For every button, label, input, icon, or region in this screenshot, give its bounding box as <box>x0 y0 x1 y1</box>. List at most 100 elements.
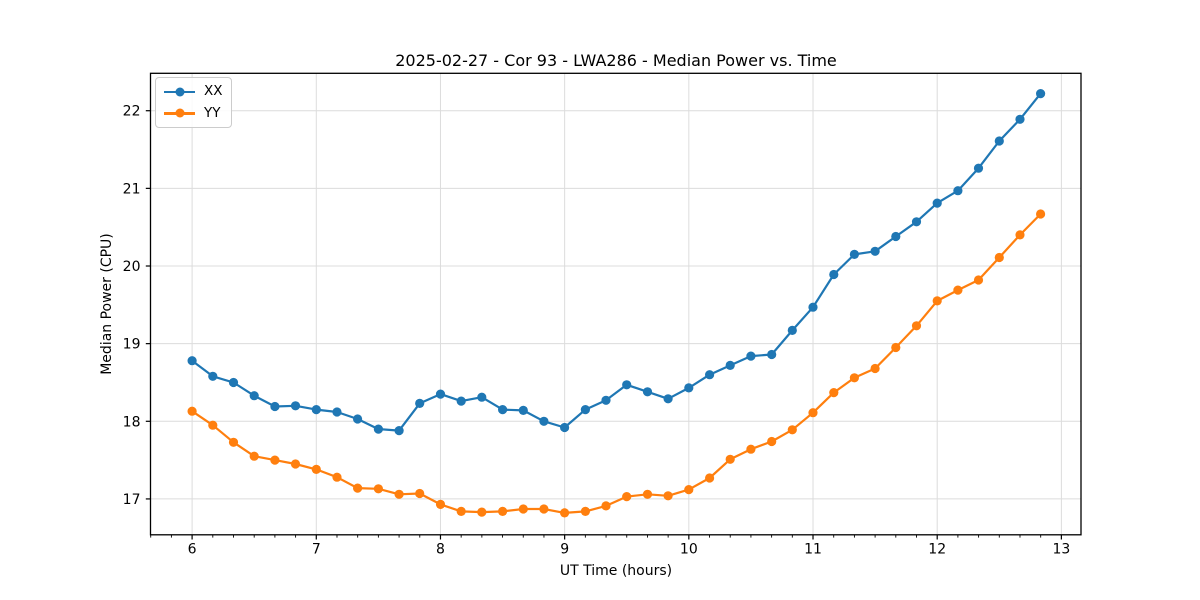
data-point-yy <box>477 507 487 517</box>
data-point-yy <box>932 296 942 306</box>
data-point-xx <box>228 377 239 388</box>
chart-title: 2025-02-27 - Cor 93 - LWA286 - Median Po… <box>395 51 837 70</box>
y-tick-label: 21 <box>123 181 141 197</box>
data-point-xx <box>394 426 404 436</box>
legend-line-sample-xx <box>164 87 195 97</box>
data-point-yy <box>891 342 901 353</box>
x-tick-label: 7 <box>312 541 321 557</box>
data-point-xx <box>808 302 818 312</box>
x-tick-label: 9 <box>560 541 569 557</box>
data-point-xx <box>891 231 901 242</box>
y-tick-label: 19 <box>123 337 141 353</box>
data-point-xx <box>373 424 383 434</box>
data-point-yy <box>456 506 466 516</box>
data-point-xx <box>725 360 735 370</box>
x-tick-label: 8 <box>436 541 445 557</box>
data-point-xx <box>353 414 363 424</box>
data-point-xx <box>311 405 321 415</box>
x-tick-label: 10 <box>680 541 698 557</box>
data-point-xx <box>539 416 549 426</box>
data-point-yy <box>663 491 673 501</box>
data-point-xx <box>684 383 694 393</box>
data-point-xx <box>663 394 673 404</box>
data-point-yy <box>705 473 715 483</box>
legend-label-yy: YY <box>204 104 221 121</box>
legend-entry-yy: YY <box>164 104 222 121</box>
data-point-yy <box>642 489 653 499</box>
data-point-xx <box>249 391 259 401</box>
y-tick-label: 17 <box>123 492 141 508</box>
y-tick-label: 20 <box>123 259 141 275</box>
data-point-yy <box>829 388 839 398</box>
data-point-xx <box>435 389 446 399</box>
data-point-yy <box>580 506 591 516</box>
data-point-xx <box>498 405 508 415</box>
data-point-yy <box>973 275 984 285</box>
data-point-yy <box>518 504 528 514</box>
data-point-yy <box>311 464 321 474</box>
data-point-xx <box>208 371 218 381</box>
data-point-xx <box>642 387 653 397</box>
data-point-xx <box>518 405 528 415</box>
data-point-yy <box>911 321 922 331</box>
data-point-yy <box>560 508 570 518</box>
data-point-yy <box>849 373 860 383</box>
data-point-xx <box>849 249 860 259</box>
data-point-yy <box>994 252 1004 263</box>
data-point-yy <box>601 501 611 511</box>
legend-marker-icon <box>175 108 184 118</box>
data-point-yy <box>725 454 735 464</box>
data-point-yy <box>208 420 218 430</box>
x-tick-label: 11 <box>804 541 822 557</box>
data-point-xx <box>601 395 611 405</box>
data-point-xx <box>829 269 839 280</box>
y-tick-label: 22 <box>123 104 141 120</box>
x-tick-label: 13 <box>1052 541 1070 557</box>
data-point-xx <box>622 380 632 390</box>
data-point-yy <box>953 285 963 295</box>
legend-entry-xx: XX <box>164 83 223 99</box>
data-point-yy <box>415 488 425 499</box>
data-point-xx <box>911 217 922 227</box>
y-tick-label: 18 <box>123 414 141 430</box>
data-point-xx <box>973 163 984 173</box>
data-point-xx <box>746 351 756 361</box>
data-point-yy <box>373 484 383 494</box>
x-tick-label: 6 <box>188 541 197 557</box>
legend-label-xx: XX <box>204 83 223 99</box>
data-point-yy <box>767 436 777 447</box>
data-point-yy <box>394 489 404 499</box>
data-point-yy <box>539 504 549 514</box>
axes-frame <box>149 72 1082 536</box>
series-line-xx <box>191 92 1042 432</box>
data-point-xx <box>787 325 797 335</box>
x-tick-label: 12 <box>928 541 946 557</box>
data-point-xx <box>290 401 301 411</box>
x-axis-label: UT Time (hours) <box>559 563 673 579</box>
data-point-yy <box>684 485 694 495</box>
data-point-xx <box>477 392 487 402</box>
data-point-yy <box>870 363 880 374</box>
data-point-yy <box>270 455 280 465</box>
data-point-yy <box>1036 209 1046 219</box>
data-point-xx <box>705 370 715 380</box>
data-point-xx <box>580 405 591 415</box>
data-point-yy <box>187 406 197 416</box>
data-point-yy <box>746 444 756 454</box>
data-point-xx <box>1036 89 1046 99</box>
data-point-yy <box>290 459 301 469</box>
data-point-xx <box>560 422 570 433</box>
data-point-yy <box>353 483 363 493</box>
data-point-xx <box>270 401 280 412</box>
data-point-xx <box>932 198 942 208</box>
data-point-yy <box>808 408 818 418</box>
data-point-yy <box>787 425 797 435</box>
data-point-xx <box>187 356 197 366</box>
data-point-xx <box>953 186 963 196</box>
y-axis-label: Median Power (CPU) <box>99 233 115 375</box>
data-point-xx <box>1015 114 1025 124</box>
data-point-yy <box>622 492 632 502</box>
data-point-xx <box>456 396 466 406</box>
data-point-yy <box>1015 230 1025 240</box>
